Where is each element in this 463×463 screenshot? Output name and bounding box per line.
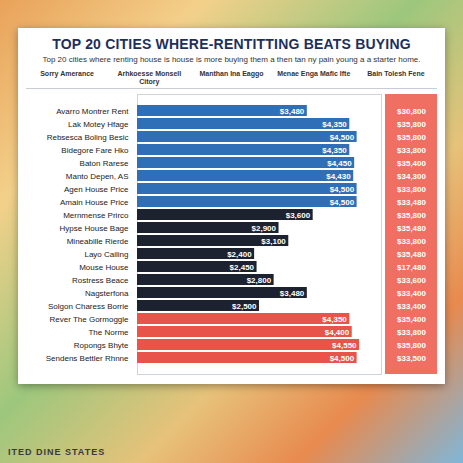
svg-text:$33,480: $33,480 xyxy=(397,198,426,207)
svg-text:$35,400: $35,400 xyxy=(397,159,426,168)
svg-text:Hypse House Bage: Hypse House Bage xyxy=(60,224,129,233)
svg-text:$33,800: $33,800 xyxy=(397,185,426,194)
svg-text:$2,900: $2,900 xyxy=(252,224,277,233)
svg-text:$33,400: $33,400 xyxy=(397,289,426,298)
html-text:Manthan Ina Eaggo: Manthan Ina Eaggo xyxy=(199,70,264,77)
svg-text:Mouse House: Mouse House xyxy=(79,263,129,272)
svg-text:Agen House Price: Agen House Price xyxy=(64,185,129,194)
svg-text:$2,800: $2,800 xyxy=(247,276,272,285)
html-text:Bain Tolesh Fene: Bain Tolesh Fene xyxy=(367,70,425,77)
svg-text:$35,800: $35,800 xyxy=(397,120,426,129)
svg-text:$35,480: $35,480 xyxy=(397,224,426,233)
svg-text:$30,800: $30,800 xyxy=(397,107,426,116)
svg-text:Mineabille Rierde: Mineabille Rierde xyxy=(67,237,129,246)
svg-text:$33,800: $33,800 xyxy=(397,328,426,337)
svg-text:$35,800: $35,800 xyxy=(397,341,426,350)
html-text:ITED DINE STATES: ITED DINE STATES xyxy=(8,447,106,457)
svg-text:Manto Depen, AS: Manto Depen, AS xyxy=(66,172,129,181)
svg-text:Avarro Montrer Rent: Avarro Montrer Rent xyxy=(56,107,129,116)
svg-text:$33,800: $33,800 xyxy=(397,237,426,246)
svg-text:$4,500: $4,500 xyxy=(330,198,355,207)
svg-text:$3,480: $3,480 xyxy=(280,107,305,116)
html-text:Arhkoesse Monsell Citory: Arhkoesse Monsell Citory xyxy=(117,70,182,85)
svg-text:$2,400: $2,400 xyxy=(227,250,252,259)
svg-text:$17,480: $17,480 xyxy=(397,263,426,272)
svg-text:$4,350: $4,350 xyxy=(322,146,347,155)
svg-text:$4,500: $4,500 xyxy=(330,133,355,142)
svg-text:$2,500: $2,500 xyxy=(232,302,257,311)
svg-text:$34,300: $34,300 xyxy=(397,172,426,181)
svg-text:Layo Cailing: Layo Cailing xyxy=(84,250,128,259)
svg-text:$4,400: $4,400 xyxy=(325,328,350,337)
svg-text:$33,400: $33,400 xyxy=(397,302,426,311)
svg-text:$4,550: $4,550 xyxy=(332,341,357,350)
svg-text:Rostress Beace: Rostress Beace xyxy=(72,276,129,285)
svg-text:The Norme: The Norme xyxy=(88,328,129,337)
html-text:TOP 20 CITIES WHERE-RENTITTING: TOP 20 CITIES WHERE-RENTITTING BEATS BUY… xyxy=(52,36,411,52)
svg-text:Lak Motey Hfage: Lak Motey Hfage xyxy=(68,120,129,129)
svg-text:Amain House Price: Amain House Price xyxy=(60,198,129,207)
svg-text:$33,500: $33,500 xyxy=(397,354,426,363)
svg-text:Rebsesca Boling Besic: Rebsesca Boling Besic xyxy=(47,133,129,142)
svg-text:Solgon Charess Borrie: Solgon Charess Borrie xyxy=(48,302,129,311)
svg-text:$4,350: $4,350 xyxy=(322,315,347,324)
svg-text:Baton Rarese: Baton Rarese xyxy=(80,159,129,168)
svg-text:$35,800: $35,800 xyxy=(397,211,426,220)
svg-text:$4,430: $4,430 xyxy=(326,172,351,181)
svg-text:Rever The Gormoggle: Rever The Gormoggle xyxy=(50,315,130,324)
svg-text:Bidegore Fare Hko: Bidegore Fare Hko xyxy=(61,146,129,155)
svg-text:Sendens Bettler Rhnne: Sendens Bettler Rhnne xyxy=(46,354,129,363)
svg-text:$33,600: $33,600 xyxy=(397,276,426,285)
svg-text:$35,800: $35,800 xyxy=(397,133,426,142)
svg-text:$35,400: $35,400 xyxy=(397,315,426,324)
svg-text:$35,480: $35,480 xyxy=(397,250,426,259)
html-text:Menae Enga Mafic Ifte: Menae Enga Mafic Ifte xyxy=(277,70,351,77)
svg-text:$2,450: $2,450 xyxy=(230,263,255,272)
svg-text:$3,480: $3,480 xyxy=(280,289,305,298)
svg-text:$4,350: $4,350 xyxy=(322,120,347,129)
svg-text:$4,500: $4,500 xyxy=(330,185,355,194)
svg-text:$3,100: $3,100 xyxy=(261,237,286,246)
svg-text:$4,450: $4,450 xyxy=(327,159,352,168)
svg-text:Nagsterfona: Nagsterfona xyxy=(85,289,129,298)
html-text:Sorry Amerance: Sorry Amerance xyxy=(40,70,94,77)
svg-text:$33,800: $33,800 xyxy=(397,146,426,155)
html-text:Top 20 cities where renting ho: Top 20 cities where renting house is hou… xyxy=(42,55,421,64)
svg-text:Mernmense Prirco: Mernmense Prirco xyxy=(63,211,129,220)
svg-text:$3,600: $3,600 xyxy=(286,211,311,220)
svg-text:Ropongs Bhyte: Ropongs Bhyte xyxy=(74,341,129,350)
svg-text:$4,500: $4,500 xyxy=(330,354,355,363)
